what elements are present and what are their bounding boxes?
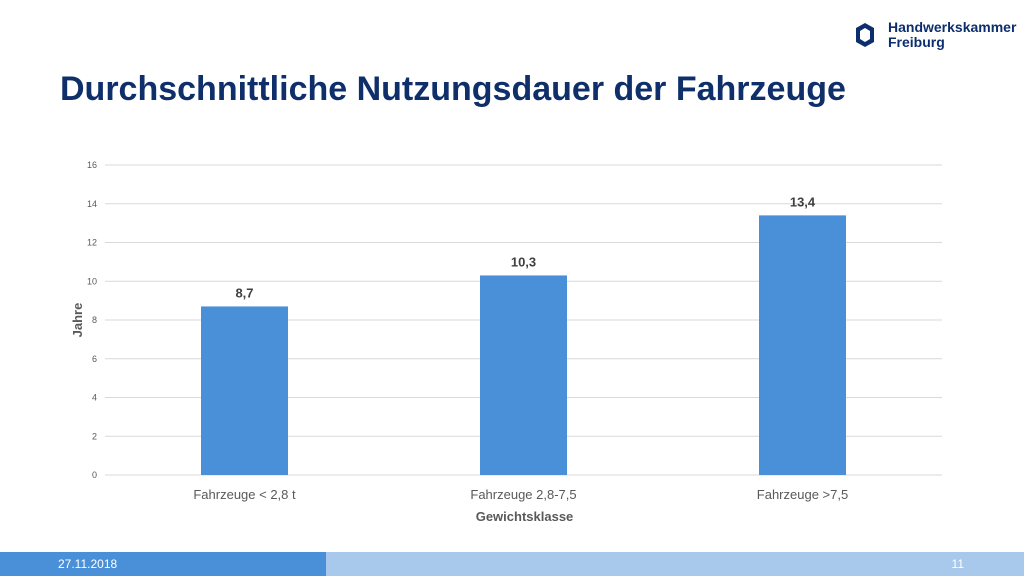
- footer-date: 27.11.2018: [58, 557, 118, 571]
- x-tick-label: Fahrzeuge >7,5: [757, 487, 848, 502]
- x-axis-title: Gewichtsklasse: [476, 509, 574, 524]
- data-label: 13,4: [790, 194, 816, 209]
- y-tick-label: 16: [87, 160, 97, 170]
- y-tick-label: 2: [92, 431, 97, 441]
- logo-line2: Freiburg: [888, 34, 945, 50]
- footer-bar-left: [0, 552, 326, 576]
- y-axis-title: Jahre: [70, 303, 85, 338]
- logo: Handwerkskammer Freiburg: [852, 20, 1016, 50]
- logo-line1: Handwerkskammer: [888, 19, 1017, 35]
- y-tick-label: 8: [92, 315, 97, 325]
- data-label: 10,3: [511, 254, 536, 269]
- logo-text: Handwerkskammer Freiburg: [888, 20, 1016, 50]
- bar: [480, 275, 567, 475]
- page-number: 11: [951, 557, 964, 571]
- y-tick-label: 14: [87, 199, 97, 209]
- y-tick-label: 6: [92, 354, 97, 364]
- handwerkskammer-logo-icon: [856, 23, 874, 47]
- y-tick-label: 12: [87, 238, 97, 248]
- page-title: Durchschnittliche Nutzungsdauer der Fahr…: [60, 70, 846, 108]
- data-label: 8,7: [235, 285, 253, 300]
- y-tick-label: 0: [92, 470, 97, 480]
- x-tick-label: Fahrzeuge 2,8-7,5: [470, 487, 576, 502]
- y-tick-label: 10: [87, 276, 97, 286]
- footer-bar-right: [326, 552, 1024, 576]
- x-tick-label: Fahrzeuge < 2,8 t: [193, 487, 296, 502]
- bar: [201, 306, 288, 475]
- bar: [759, 215, 846, 475]
- y-tick-label: 4: [92, 393, 97, 403]
